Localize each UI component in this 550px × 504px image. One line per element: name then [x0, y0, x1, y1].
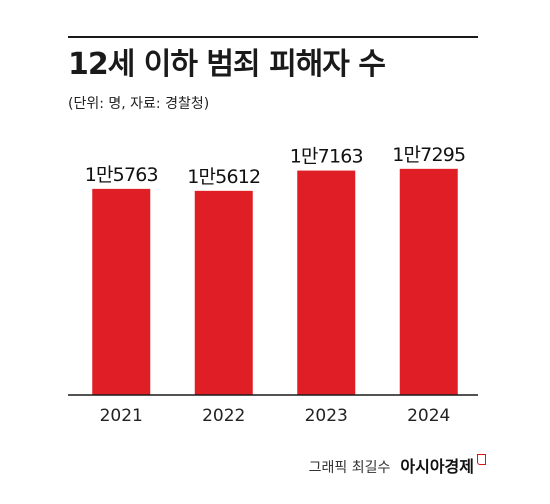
- bar-2023: [297, 170, 356, 395]
- bar-2022: [194, 190, 253, 395]
- bar-2024: [399, 168, 458, 395]
- data-label-2021: 1만5763: [85, 164, 158, 186]
- graphic-credit: 그래픽 최길수: [308, 460, 391, 476]
- publisher-logo: 아시아경제: [400, 457, 474, 476]
- x-tick-label-2022: 2022: [202, 406, 245, 426]
- data-label-2022: 1만5612: [187, 166, 260, 188]
- data-label-2024: 1만7295: [392, 144, 465, 166]
- footer: 그래픽 최길수 아시아경제: [309, 453, 486, 477]
- x-tick-label-2023: 2023: [305, 406, 348, 426]
- bar-2021: [92, 188, 151, 395]
- x-tick-label-2021: 2021: [100, 406, 143, 426]
- data-label-2023: 1만7163: [290, 146, 363, 168]
- top-rule: [68, 36, 478, 38]
- x-tick-label-2024: 2024: [407, 406, 450, 426]
- chart-title: 12세 이하 범죄 피해자 수: [68, 47, 386, 82]
- publisher-mark-icon: [477, 454, 486, 465]
- chart-subtitle: (단위: 명, 자료: 경찰청): [68, 96, 210, 112]
